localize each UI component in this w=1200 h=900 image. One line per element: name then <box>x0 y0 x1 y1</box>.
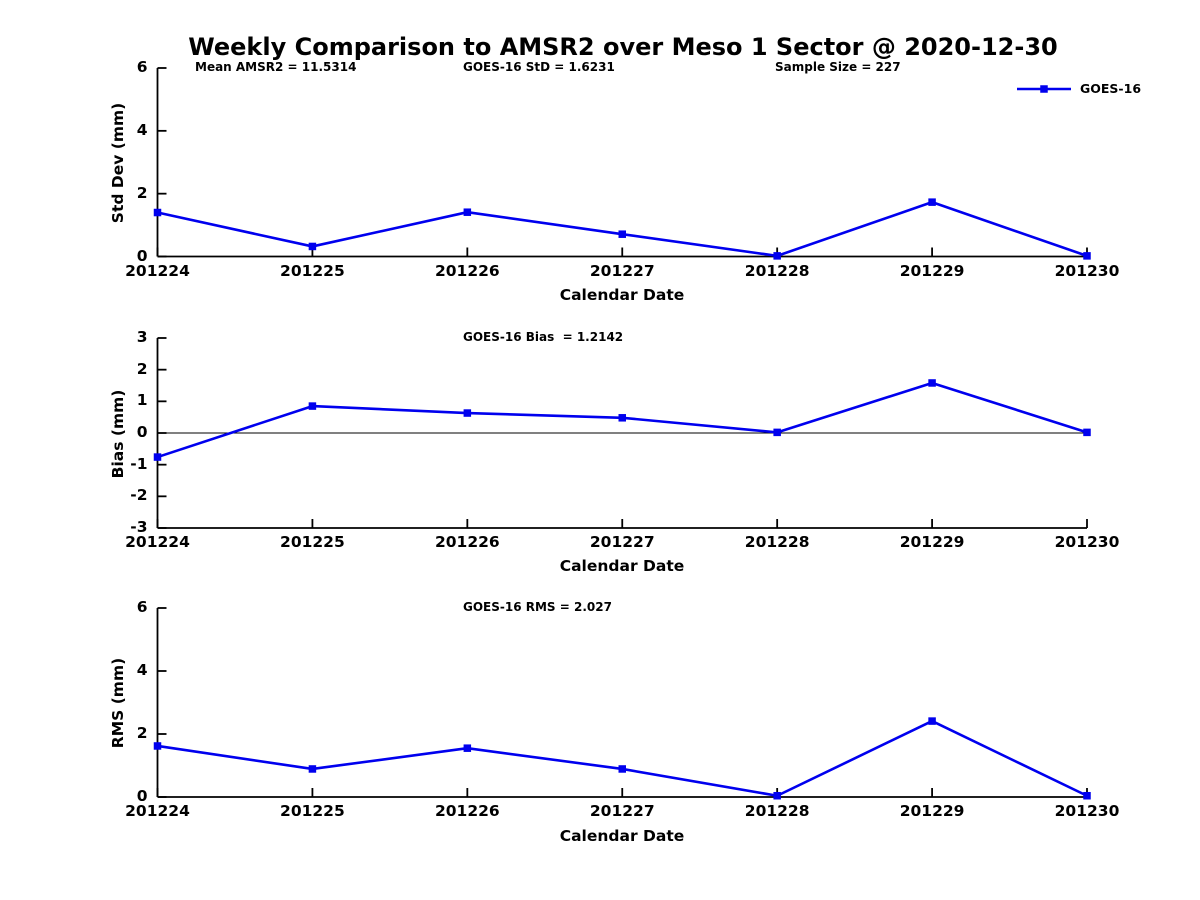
subplot-annotation: GOES-16 Bias = 1.2142 <box>463 330 624 344</box>
data-point-marker <box>463 744 472 752</box>
goes16-series-line <box>157 719 1088 798</box>
x-tick-label: 201228 <box>744 802 810 820</box>
data-point-marker <box>463 409 472 417</box>
data-point-marker <box>308 242 317 251</box>
y-tick-label: 2 <box>136 724 148 742</box>
data-point-marker <box>308 765 317 773</box>
y-tick-label: -1 <box>130 454 148 473</box>
x-tick-label: 201227 <box>589 802 655 820</box>
x-tick-label: 201225 <box>280 261 345 280</box>
x-tick-label: 201230 <box>1054 261 1120 280</box>
x-tick-label: 201228 <box>744 533 810 551</box>
y-tick-label: 2 <box>136 183 148 202</box>
y-tick-label: -2 <box>130 486 148 505</box>
subplot-annotation: GOES-16 StD = 1.6231 <box>463 60 615 74</box>
data-point-marker <box>1083 791 1091 800</box>
data-point-marker <box>308 402 317 410</box>
data-point-marker <box>618 230 626 238</box>
data-point-marker <box>1083 428 1091 437</box>
y-tick-label: -3 <box>130 518 148 536</box>
x-tick-label: 201229 <box>899 802 965 820</box>
data-point-marker <box>928 717 936 725</box>
data-point-marker <box>1083 252 1091 260</box>
y-tick-label: 4 <box>136 661 148 679</box>
x-tick-label: 201229 <box>899 261 965 280</box>
data-point-marker <box>618 414 626 422</box>
x-tick-label: 201228 <box>744 261 810 280</box>
x-tick-label: 201230 <box>1054 802 1120 820</box>
x-tick-label: 201226 <box>434 802 500 820</box>
x-tick-label: 201227 <box>589 261 655 280</box>
figure-title: Weekly Comparison to AMSR2 over Meso 1 S… <box>188 33 1058 61</box>
x-tick-label: 201230 <box>1054 533 1120 551</box>
x-tick-label: 201224 <box>125 261 190 280</box>
x-tick-label: 201225 <box>280 533 345 551</box>
data-point-marker <box>928 379 936 387</box>
data-point-marker <box>773 428 781 437</box>
x-tick-label: 201226 <box>434 261 500 280</box>
x-tick-label: 201227 <box>589 533 655 551</box>
x-tick-label: 201225 <box>280 802 345 820</box>
x-tick-label: 201224 <box>125 533 190 551</box>
x-tick-label: 201224 <box>125 802 190 820</box>
xlabel-bias: Calendar Date <box>559 557 685 575</box>
xlabel-rms: Calendar Date <box>559 827 685 845</box>
data-point-marker <box>463 208 472 216</box>
data-point-marker <box>618 765 626 773</box>
subplot-annotation: Mean AMSR2 = 11.5314 <box>195 60 357 74</box>
y-tick-label: 6 <box>136 598 148 616</box>
y-tick-label: 4 <box>136 120 148 139</box>
x-tick-label: 201226 <box>434 533 500 551</box>
subplot-annotation: Sample Size = 227 <box>775 60 901 74</box>
data-point-marker <box>153 742 162 750</box>
y-tick-label: 0 <box>136 246 148 265</box>
data-point-marker <box>773 791 781 800</box>
x-tick-label: 201229 <box>899 533 965 551</box>
legend-marker <box>1040 85 1048 93</box>
y-tick-label: 0 <box>136 423 148 441</box>
data-point-marker <box>153 453 162 461</box>
legend-label: GOES-16 <box>1080 81 1142 96</box>
data-point-marker <box>153 208 162 217</box>
subplot-annotation: GOES-16 RMS = 2.027 <box>463 600 612 614</box>
data-point-marker <box>773 252 781 260</box>
y-tick-label: 2 <box>136 359 148 378</box>
xlabel-stddev: Calendar Date <box>559 286 685 304</box>
data-point-marker <box>928 198 936 206</box>
y-tick-label: 0 <box>136 787 148 805</box>
y-tick-label: 6 <box>136 58 148 76</box>
y-tick-label: 3 <box>136 328 148 346</box>
y-tick-label: 1 <box>136 391 148 410</box>
